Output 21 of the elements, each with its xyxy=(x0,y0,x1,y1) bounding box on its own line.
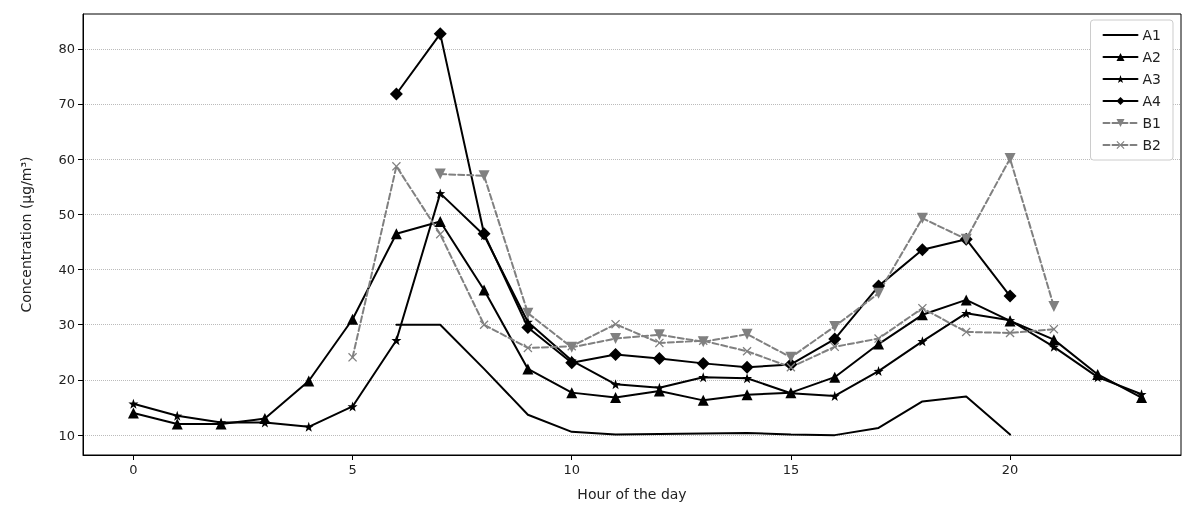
legend-label: A3 xyxy=(1142,71,1161,87)
y-tick-label: 60 xyxy=(58,151,75,167)
y-tick-label: 80 xyxy=(58,41,75,57)
legend-label: A1 xyxy=(1142,27,1161,43)
y-tick-label: 30 xyxy=(58,317,75,333)
legend-label: B1 xyxy=(1142,115,1161,131)
x-tick-label: 5 xyxy=(348,462,357,477)
legend-label: A2 xyxy=(1142,49,1161,65)
y-tick-label: 40 xyxy=(58,262,75,278)
x-tick-label: 20 xyxy=(1001,462,1019,477)
y-tick-label: 10 xyxy=(58,427,75,443)
y-tick-label: 70 xyxy=(58,96,75,112)
legend-label: B2 xyxy=(1142,137,1161,153)
x-tick-label: 10 xyxy=(563,462,580,477)
x-tick-label: 0 xyxy=(129,462,138,477)
x-tick-label: 15 xyxy=(782,462,800,477)
y-tick-label: 50 xyxy=(58,206,75,222)
x-axis-title: Hour of the day xyxy=(577,486,687,502)
y-axis-title: Concentration (µg/m³) xyxy=(18,156,34,313)
y-tick-label: 20 xyxy=(58,372,75,388)
legend-label: A4 xyxy=(1142,93,1162,109)
